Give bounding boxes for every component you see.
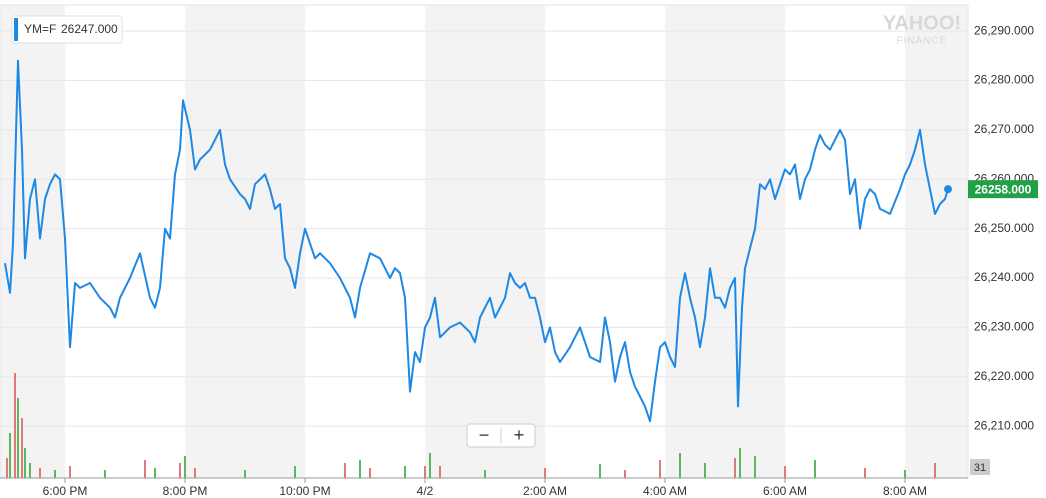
y-tick-label: 26,230.000 <box>974 320 1034 334</box>
volume-bar <box>734 458 736 478</box>
volume-bar <box>39 468 41 478</box>
volume-bar <box>659 460 661 478</box>
volume-bar <box>369 468 371 478</box>
volume-bar <box>544 468 546 478</box>
volume-bar <box>424 466 426 478</box>
volume-bar <box>624 470 626 478</box>
volume <box>6 373 936 478</box>
zoom-controls: − + <box>466 423 536 448</box>
y-tick-label: 26,210.000 <box>974 418 1034 432</box>
volume-bar <box>14 373 16 478</box>
legend-value: 26247.000 <box>61 22 118 36</box>
volume-bar <box>104 470 106 478</box>
volume-bar <box>359 460 361 478</box>
session-band <box>0 5 65 478</box>
volume-bar <box>429 453 431 478</box>
volume-bar <box>24 448 26 478</box>
zoom-in[interactable]: + <box>514 425 525 445</box>
volume-bar <box>179 463 181 478</box>
price-tag <box>968 180 1038 199</box>
y-tick-label: 26,270.000 <box>974 122 1034 136</box>
x-tick-label: 8:00 PM <box>163 484 208 498</box>
x-tick-label: 2:00 AM <box>523 484 567 498</box>
y-tick-label: 26,240.000 <box>974 270 1034 284</box>
volume-bar <box>54 470 56 478</box>
x-tick-label: 4/2 <box>417 484 434 498</box>
volume-bar <box>439 466 441 478</box>
x-tick-label: 8:00 AM <box>883 484 927 498</box>
volume-bar <box>814 460 816 478</box>
y-tick-label: 26,250.000 <box>974 221 1034 235</box>
x-tick-label: 6:00 AM <box>763 484 807 498</box>
plot: 26258.000 <box>4 59 1038 423</box>
volume-bar <box>154 468 156 478</box>
calendar-box[interactable] <box>970 459 990 475</box>
volume-bar <box>679 453 681 478</box>
volume-bar <box>934 463 936 478</box>
x-tick-label: 6:00 PM <box>43 484 88 498</box>
volume-bar <box>754 456 756 478</box>
price-line <box>4 59 949 423</box>
last-point <box>944 185 952 194</box>
session-band <box>665 5 785 478</box>
session-band <box>905 5 968 478</box>
price-tag-label: 26258.000 <box>975 182 1032 196</box>
volume-bar <box>17 398 19 478</box>
legend-box <box>11 15 123 44</box>
volume-bar <box>739 448 741 478</box>
legend-name: YM=F <box>24 22 56 36</box>
volume-bar <box>9 433 11 478</box>
y-tick-label: 26,290.000 <box>974 23 1034 37</box>
volume-bar <box>184 456 186 478</box>
session-band <box>425 5 545 478</box>
volume-bar <box>6 458 8 478</box>
y-tick-label: 26,280.000 <box>974 73 1034 87</box>
zoom-out[interactable]: − <box>479 425 490 445</box>
volume-bar <box>704 463 706 478</box>
volume-bar <box>69 466 71 478</box>
volume-bar <box>484 470 486 478</box>
legend-swatch <box>14 18 18 41</box>
calendar-label: 31 <box>974 462 986 474</box>
volume-bar <box>294 466 296 478</box>
calendar: 31 <box>970 459 990 475</box>
volume-bar <box>244 470 246 478</box>
volume-bar <box>864 468 866 478</box>
volume-bar <box>784 466 786 478</box>
volume-bar <box>21 418 23 478</box>
volume-bar <box>904 470 906 478</box>
session-band <box>185 5 305 478</box>
watermark: YAHOO! FINANCE <box>883 12 961 46</box>
volume-bar <box>194 468 196 478</box>
volume-bar <box>29 463 31 478</box>
x-tick-label: 10:00 PM <box>279 484 330 498</box>
watermark-logo: YAHOO! <box>883 12 961 34</box>
x-tick-label: 4:00 AM <box>643 484 687 498</box>
bands <box>0 5 968 478</box>
y-tick-label: 26,220.000 <box>974 369 1034 383</box>
volume-bar <box>404 466 406 478</box>
volume-bar <box>344 463 346 478</box>
volume-bar <box>599 464 601 478</box>
volume-bar <box>144 460 146 478</box>
watermark-sub: FINANCE <box>897 36 948 47</box>
legend: YM=F 26247.000 <box>11 15 123 44</box>
